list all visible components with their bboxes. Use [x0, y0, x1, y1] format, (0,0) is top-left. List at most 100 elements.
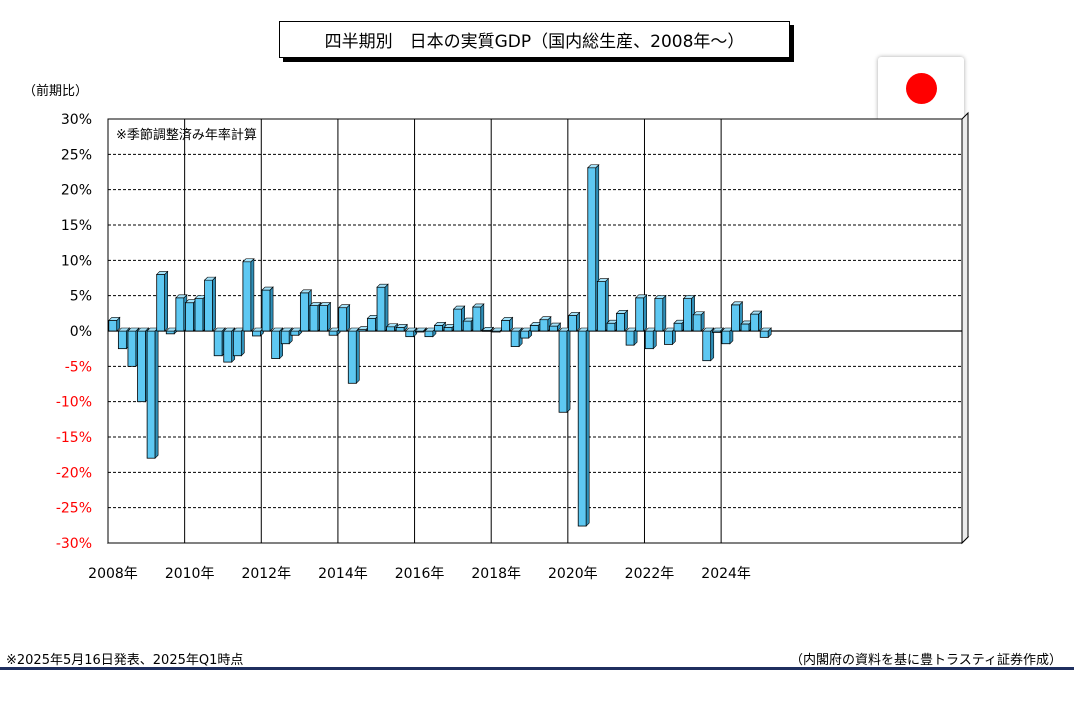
gdp-bar — [481, 326, 495, 333]
gdp-bar-front — [127, 330, 137, 367]
gdp-bar-front — [558, 330, 568, 413]
gdp-bar-top — [395, 324, 408, 328]
gdp-bar-top — [261, 286, 274, 291]
gdp-bar-top — [452, 305, 466, 310]
gdp-bar-top — [337, 304, 351, 308]
gdp-bar — [702, 327, 715, 362]
gdp-bar-top — [270, 327, 284, 332]
gdp-bar-front — [242, 261, 252, 332]
gdp-bar — [232, 327, 246, 357]
gdp-bar-front — [673, 322, 683, 332]
y-tick-label: 5% — [70, 289, 92, 305]
y-tick-label: 15% — [61, 218, 92, 234]
gdp-bar — [539, 315, 552, 332]
gdp-bar — [558, 327, 571, 413]
gdp-bar-top — [280, 327, 293, 332]
gdp-bar-front — [232, 330, 242, 357]
gdp-bar-front — [520, 330, 530, 339]
gdp-bar-top — [596, 278, 610, 282]
gdp-bar-front — [740, 323, 750, 332]
gdp-bar-front — [424, 330, 434, 338]
gdp-bar — [721, 327, 734, 345]
gdp-bar-front — [635, 297, 645, 332]
y-tick-label: -20% — [56, 465, 92, 481]
gdp-bar-top — [136, 327, 150, 332]
gdp-bar-front — [376, 286, 386, 332]
gdp-bar-top — [587, 164, 600, 169]
gdp-bar — [567, 311, 581, 332]
y-unit-label: （前期比） — [23, 84, 89, 99]
gdp-bar-front — [299, 292, 309, 332]
gdp-bar-side — [355, 327, 360, 385]
chart-title: 四半期別 日本の実質GDP（国内総生産、2008年～） — [279, 21, 790, 58]
gdp-bar-side — [384, 283, 389, 332]
gdp-bar-side — [624, 309, 628, 332]
gdp-bar-front — [510, 330, 520, 347]
gdp-bar — [692, 311, 705, 332]
gdp-bar-side — [643, 294, 647, 332]
gdp-bar-top — [405, 327, 418, 332]
gdp-bar-top — [117, 327, 131, 332]
flag-red-disc — [906, 73, 937, 104]
gdp-bar — [596, 277, 610, 332]
footer-divider — [0, 667, 1074, 670]
gdp-bar-top — [711, 327, 725, 332]
gdp-bar-front — [252, 330, 261, 337]
gdp-bar-front — [290, 330, 300, 336]
gdp-bar-front — [137, 330, 146, 403]
gdp-bar-front — [271, 330, 281, 359]
gdp-bar-side — [250, 258, 255, 332]
gdp-bar — [663, 327, 677, 346]
gdp-bar-top — [500, 317, 514, 321]
gdp-bar-side — [346, 303, 351, 332]
gdp-bar-front — [596, 281, 606, 332]
y-tick-label: 20% — [61, 183, 92, 199]
gdp-bar — [376, 283, 389, 332]
gdp-bar-top — [749, 310, 763, 315]
gdp-bar — [337, 303, 351, 332]
x-tick-label: 2012年 — [241, 566, 291, 582]
gdp-bar-front — [223, 330, 233, 363]
gdp-bar-front — [683, 298, 692, 332]
gdp-bar — [749, 310, 763, 332]
gdp-bar-front — [443, 327, 453, 332]
gdp-bar-front — [750, 313, 760, 332]
gdp-bar-front — [472, 306, 482, 332]
gdp-bar-top — [213, 327, 226, 332]
gdp-bar-front — [165, 330, 175, 335]
gdp-bar — [711, 327, 725, 334]
gdp-bar-top — [414, 327, 428, 332]
gdp-bar-front — [261, 289, 271, 332]
gdp-bar-top — [108, 317, 121, 321]
gdp-bar-top — [759, 327, 772, 332]
gdp-bar — [548, 322, 562, 332]
gdp-bar-side — [154, 327, 159, 459]
y-tick-label: -25% — [56, 501, 92, 517]
gdp-bar-front — [539, 319, 549, 332]
gdp-bar-front — [117, 330, 127, 350]
gdp-bar-front — [462, 320, 472, 332]
gdp-bar-front — [386, 326, 396, 332]
gdp-bar-front — [721, 330, 731, 345]
y-axis-ticks: 30% 25% 20% 15% 10% 5% 0% -5% -10% -15% -20% -25% -3… — [56, 112, 92, 552]
gdp-bar-side — [164, 270, 168, 332]
gdp-bar-top — [654, 295, 667, 299]
gdp-bar — [424, 327, 437, 338]
gdp-bar-front — [185, 302, 194, 332]
gdp-bar-front — [644, 330, 654, 350]
gdp-bar — [318, 301, 332, 332]
gdp-bar-front — [319, 305, 328, 332]
gdp-bar-top — [692, 311, 705, 316]
x-tick-label: 2014年 — [318, 566, 368, 582]
gdp-bar-side — [212, 276, 216, 332]
gdp-bar-top — [242, 258, 255, 263]
gdp-bar — [251, 327, 265, 337]
x-tick-label: 2020年 — [548, 566, 598, 582]
gdp-bar-front — [731, 304, 740, 332]
gdp-bar-front — [759, 330, 769, 338]
x-tick-label: 2018年 — [471, 566, 521, 582]
gdp-bar — [500, 316, 514, 332]
bars — [108, 164, 772, 527]
gdp-bar-front — [367, 317, 376, 332]
